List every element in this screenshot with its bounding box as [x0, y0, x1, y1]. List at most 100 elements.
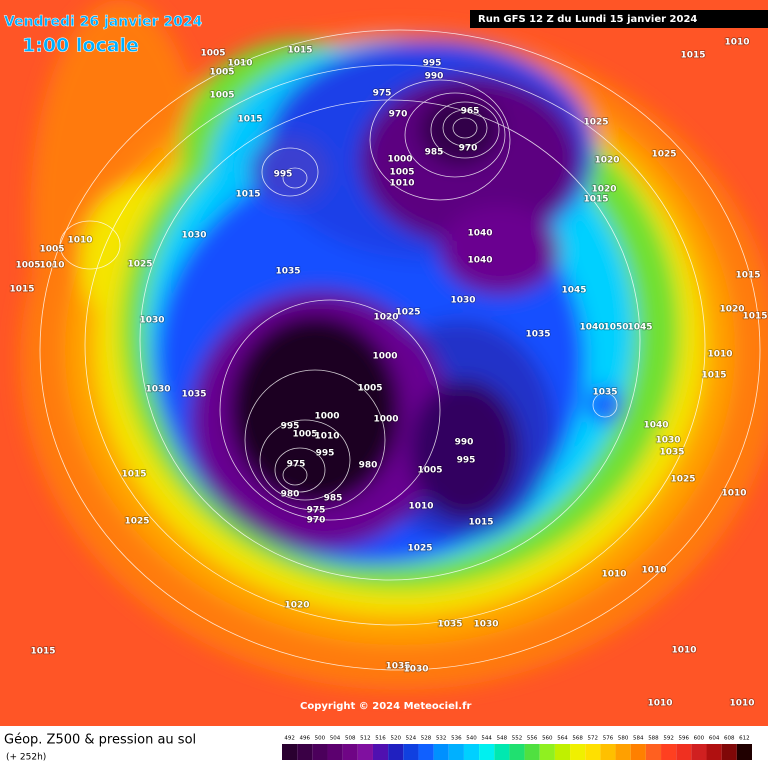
isobar-label: 1010 — [39, 261, 64, 271]
scale-label: 536 — [451, 736, 462, 742]
isobar-label: 985 — [324, 494, 343, 504]
isobar-label: 1000 — [372, 352, 397, 362]
isobar-label: 1040 — [467, 256, 492, 266]
footer-title: Géop. Z500 & pression au sol — [4, 733, 196, 748]
scale-label: 592 — [663, 736, 674, 742]
isobar-label: 1050 — [603, 323, 628, 333]
isobar-label: 975 — [373, 89, 392, 99]
scale-swatch — [463, 744, 480, 760]
isobar-label: 1015 — [287, 46, 312, 56]
isobar-label: 1010 — [721, 489, 746, 499]
isobar-label: 1005 — [209, 91, 234, 101]
isobar-label: 1010 — [227, 59, 252, 69]
isobar-label: 1045 — [561, 286, 586, 296]
scale-label: 604 — [709, 736, 720, 742]
scale-label: 552 — [512, 736, 523, 742]
isobar-label: 1020 — [719, 305, 744, 315]
isobar-label: 1015 — [468, 518, 493, 528]
scale-label: 544 — [481, 736, 492, 742]
scale-label: 568 — [572, 736, 583, 742]
scale-swatch — [630, 744, 646, 760]
scale-swatch — [297, 744, 313, 760]
isobar-label: 1005 — [357, 384, 382, 394]
scale-swatch — [357, 744, 373, 760]
scale-label: 612 — [739, 736, 750, 742]
scale-swatch — [539, 744, 555, 760]
scale-label: 584 — [633, 736, 644, 742]
scale-swatch — [312, 744, 328, 760]
isobar-label: 970 — [389, 110, 408, 120]
isobar-label: 1005 — [39, 245, 64, 255]
isobar-label: 1005 — [15, 261, 40, 271]
isobar-label: 1025 — [124, 517, 149, 527]
scale-label: 608 — [724, 736, 735, 742]
isobar-label: 1035 — [437, 620, 462, 630]
isobar-label: 1025 — [407, 544, 432, 554]
scale-swatch — [570, 744, 586, 760]
footer-lead: (+ 252h) — [6, 753, 46, 763]
isobar-label: 1015 — [583, 195, 608, 205]
isobar-label: 1000 — [314, 412, 339, 422]
scale-swatch — [342, 744, 358, 760]
isobar-label: 1035 — [181, 390, 206, 400]
scale-label: 500 — [315, 736, 326, 742]
isobar-label: 980 — [359, 461, 378, 471]
isobar-label: 1025 — [583, 118, 608, 128]
scale-swatch — [403, 744, 419, 760]
isobar-label: 1010 — [408, 502, 433, 512]
isobar-label: 1020 — [594, 156, 619, 166]
scale-swatch — [600, 744, 616, 760]
isobar-label: 995 — [423, 59, 442, 69]
scale-label: 492 — [284, 736, 295, 742]
isobar-label: 1035 — [385, 662, 410, 672]
scale-swatch — [448, 744, 464, 760]
forecast-time: 1:00 locale — [22, 35, 139, 57]
scale-label: 596 — [679, 736, 690, 742]
isobar-label: 1000 — [387, 155, 412, 165]
isobar-label: 1015 — [121, 470, 146, 480]
isobar-label: 985 — [425, 148, 444, 158]
scale-swatch — [282, 744, 298, 760]
scale-label: 540 — [466, 736, 477, 742]
isobar-lines — [39, 29, 761, 671]
isobar-label: 1010 — [707, 350, 732, 360]
isobar-label: 1040 — [467, 229, 492, 239]
isobar-label: 965 — [461, 107, 480, 117]
scale-label: 548 — [497, 736, 508, 742]
color-scale: 492 496 500 504 508 512 516 520 524 528 532 536 540 5… — [282, 736, 752, 760]
copyright: Copyright © 2024 Meteociel.fr — [300, 701, 471, 712]
scale-swatch — [554, 744, 571, 760]
isobar-label: 1005 — [292, 430, 317, 440]
scale-swatch — [661, 744, 677, 760]
isobar-label: 1030 — [450, 296, 475, 306]
isobar-label: 975 — [287, 460, 306, 470]
scale-label: 564 — [557, 736, 568, 742]
isobar-label: 1020 — [284, 601, 309, 611]
scale-label: 508 — [345, 736, 356, 742]
scale-swatch — [585, 744, 601, 760]
isobar-label: 1015 — [680, 51, 705, 61]
scale-label: 556 — [527, 736, 538, 742]
isobar-label: 1040 — [643, 421, 668, 431]
scale-swatch — [509, 744, 525, 760]
scale-swatch — [479, 744, 495, 760]
scale-swatch — [388, 744, 404, 760]
isobar-label: 1015 — [235, 190, 260, 200]
isobar-label: 1030 — [403, 665, 428, 675]
scale-label: 516 — [375, 736, 386, 742]
isobar-label: 1005 — [200, 49, 225, 59]
isobar-label: 1030 — [145, 385, 170, 395]
isobar-label: 990 — [455, 438, 474, 448]
scale-swatch — [691, 744, 707, 760]
scale-swatch — [645, 744, 662, 760]
isobar-label: 975 — [307, 506, 326, 516]
isobar-label: 1035 — [592, 388, 617, 398]
scale-swatch — [676, 744, 692, 760]
isobar-label: 1015 — [237, 115, 262, 125]
scale-label: 576 — [603, 736, 614, 742]
isobar-label: 1035 — [525, 330, 550, 340]
scale-swatch — [433, 744, 449, 760]
